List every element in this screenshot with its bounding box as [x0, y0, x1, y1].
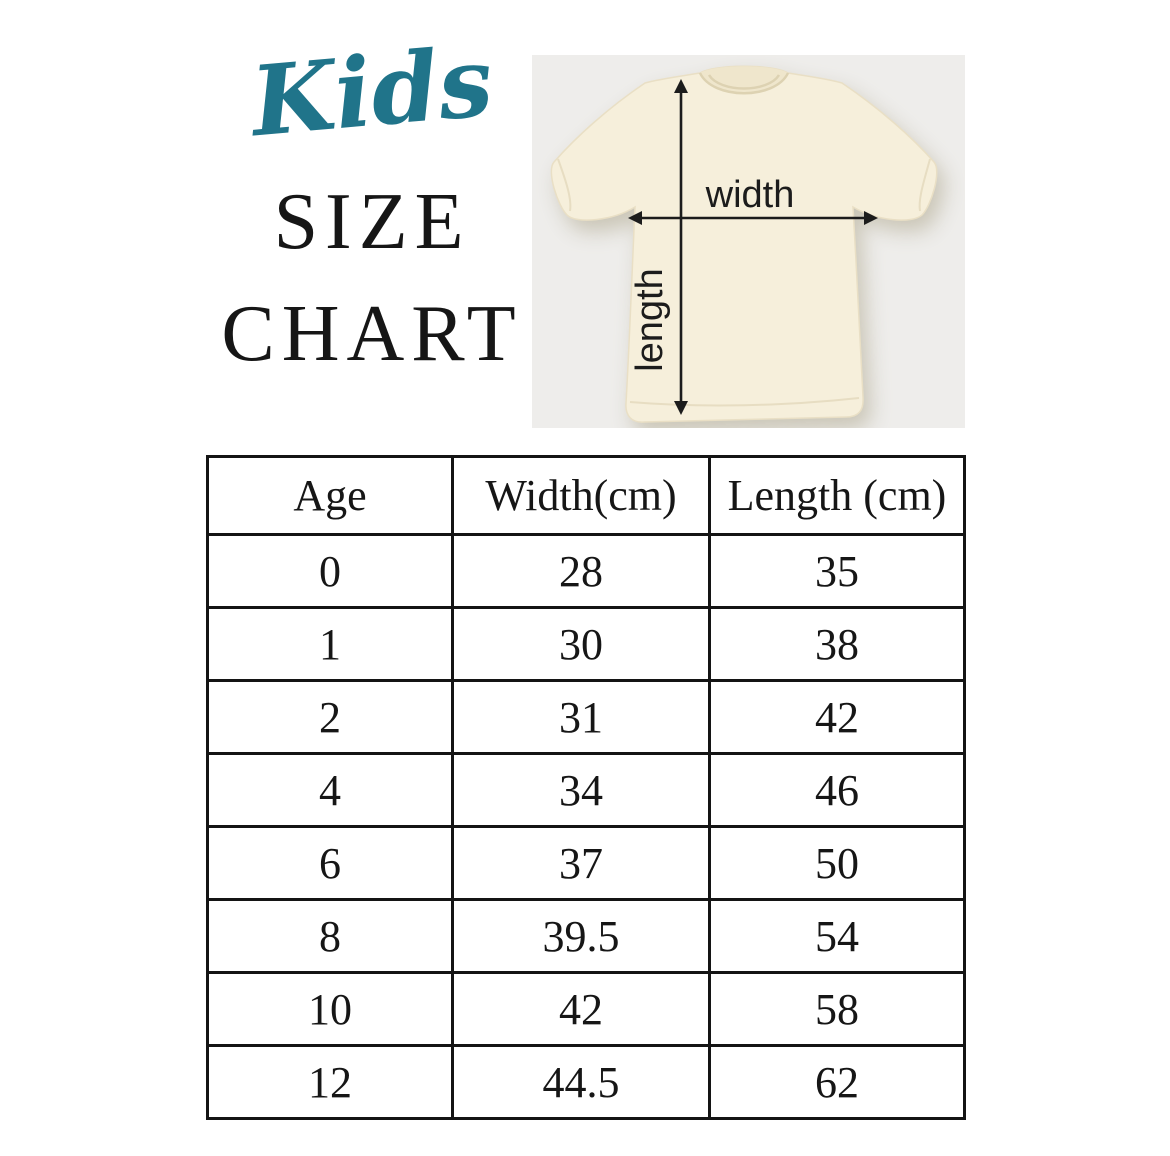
tshirt-diagram: width length: [550, 65, 938, 423]
table-row: 6 37 50: [206, 825, 966, 901]
col-header-width: Width(cm): [451, 455, 711, 536]
length-label: length: [629, 268, 671, 372]
table-row: 1 30 38: [206, 606, 966, 682]
title-script-kids: Kids: [246, 24, 497, 159]
length-cell: 46: [708, 752, 966, 828]
length-arrow: [674, 79, 688, 415]
tshirt-photo: width length: [532, 55, 965, 428]
age-cell: 4: [206, 752, 454, 828]
width-cell: 39.5: [451, 898, 711, 974]
length-cell: 58: [708, 971, 966, 1047]
age-cell: 12: [206, 1044, 454, 1120]
age-cell: 6: [206, 825, 454, 901]
width-cell: 42: [451, 971, 711, 1047]
length-cell: 38: [708, 606, 966, 682]
col-header-age: Age: [206, 455, 454, 536]
table-row: 2 31 42: [206, 679, 966, 755]
tshirt-illustration: [550, 65, 938, 423]
age-cell: 8: [206, 898, 454, 974]
table-row: 4 34 46: [206, 752, 966, 828]
title-chart: CHART: [221, 290, 523, 378]
col-header-length: Length (cm): [708, 455, 966, 536]
age-cell: 0: [206, 533, 454, 609]
size-table: Age Width(cm) Length (cm) 0 28 35 1 30 3…: [206, 455, 966, 1120]
length-cell: 50: [708, 825, 966, 901]
table-row: 0 28 35: [206, 533, 966, 609]
table-row: 10 42 58: [206, 971, 966, 1047]
width-label: width: [705, 174, 795, 216]
table-row: 8 39.5 54: [206, 898, 966, 974]
length-cell: 62: [708, 1044, 966, 1120]
width-arrow: [628, 211, 878, 225]
length-cell: 42: [708, 679, 966, 755]
width-cell: 44.5: [451, 1044, 711, 1120]
length-cell: 35: [708, 533, 966, 609]
title-size: SIZE: [273, 178, 471, 266]
width-cell: 31: [451, 679, 711, 755]
width-cell: 37: [451, 825, 711, 901]
width-cell: 34: [451, 752, 711, 828]
header-row: Age Width(cm) Length (cm): [206, 455, 966, 536]
age-cell: 10: [206, 971, 454, 1047]
age-cell: 1: [206, 606, 454, 682]
width-cell: 28: [451, 533, 711, 609]
width-cell: 30: [451, 606, 711, 682]
table-row: 12 44.5 62: [206, 1044, 966, 1120]
age-cell: 2: [206, 679, 454, 755]
length-cell: 54: [708, 898, 966, 974]
